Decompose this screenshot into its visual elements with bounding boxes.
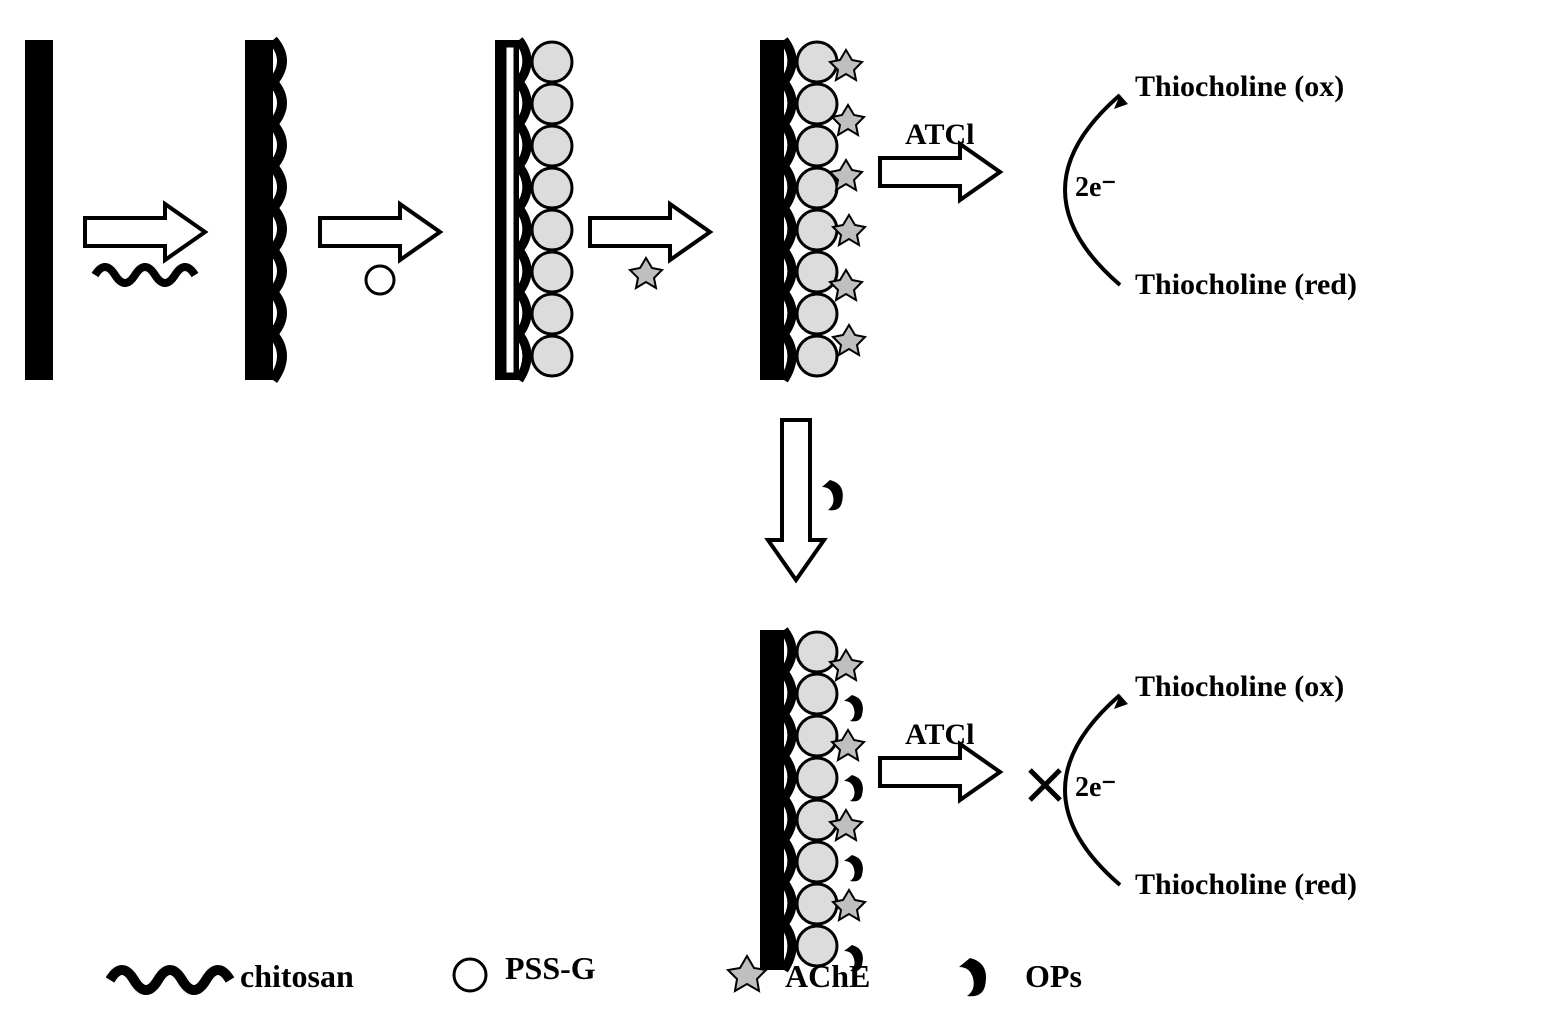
electrode-pssg <box>495 40 572 380</box>
label-atcl-bottom: ATCl <box>905 718 974 752</box>
arrow-step2 <box>320 204 440 294</box>
arrow-step1 <box>85 204 205 283</box>
legend-label-chitosan: chitosan <box>240 958 354 995</box>
arrow-ops-down <box>768 420 843 580</box>
legend-label-pssg: PSS-G <box>505 950 596 987</box>
label-thiocholine-ox-top: Thiocholine (ox) <box>1135 70 1344 104</box>
label-2e-top: 2e⁻ <box>1075 170 1116 204</box>
legend-label-ops: OPs <box>1025 958 1082 995</box>
label-thiocholine-ox-bottom: Thiocholine (ox) <box>1135 670 1344 704</box>
arrow-atcl-bottom <box>880 744 1000 800</box>
label-2e-bottom: 2e⁻ <box>1075 770 1116 804</box>
label-thiocholine-red-bottom: Thiocholine (red) <box>1135 868 1357 902</box>
diagram-canvas: ATCl ATCl Thiocholine (ox) Thiocholine (… <box>0 0 1563 1024</box>
arrow-step3 <box>590 204 710 288</box>
legend-label-ache: AChE <box>785 958 870 995</box>
electrode-ache <box>760 40 865 380</box>
electrode-ops <box>760 630 865 971</box>
electrode-bare <box>25 40 53 380</box>
label-atcl-top: ATCl <box>905 118 974 152</box>
label-thiocholine-red-top: Thiocholine (red) <box>1135 268 1357 302</box>
arrow-atcl-top <box>880 144 1000 200</box>
electrode-chitosan <box>245 40 282 380</box>
